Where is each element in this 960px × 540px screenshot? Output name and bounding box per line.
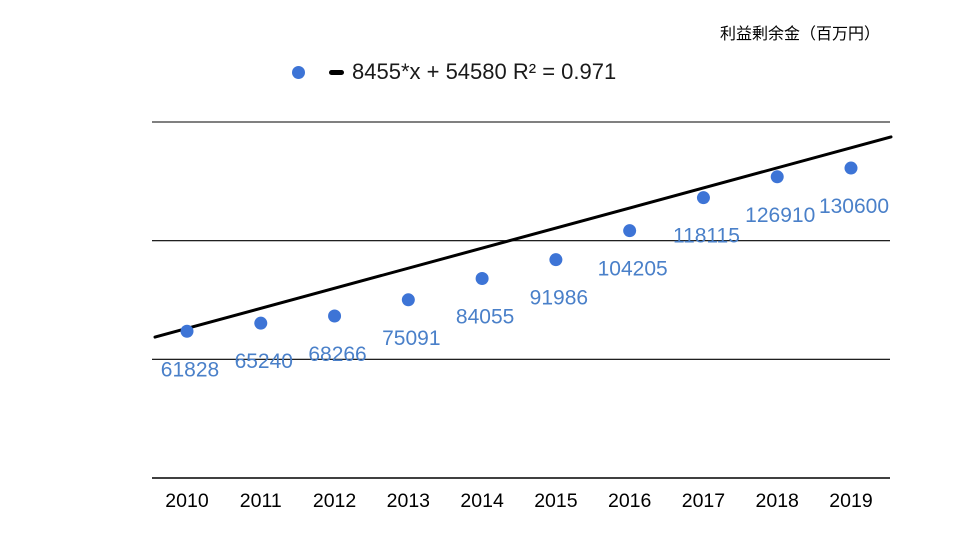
x-axis-label: 2016 — [608, 490, 651, 512]
data-point — [696, 191, 710, 205]
data-point — [770, 170, 784, 184]
data-label: 104205 — [598, 258, 668, 281]
x-axis-label: 2019 — [829, 490, 872, 512]
data-point — [180, 324, 194, 338]
data-point — [254, 316, 268, 330]
data-label: 75091 — [382, 327, 440, 350]
x-axis-label: 2012 — [313, 490, 356, 512]
x-axis-label: 2010 — [165, 490, 209, 512]
data-label: 61828 — [161, 358, 219, 381]
trendline-icon — [329, 69, 344, 75]
data-point — [549, 253, 563, 267]
data-label: 126910 — [745, 204, 815, 227]
data-label: 118115 — [673, 225, 740, 248]
data-point — [844, 161, 858, 175]
trendline — [153, 135, 893, 339]
data-label: 91986 — [530, 287, 588, 310]
x-axis-label: 2015 — [534, 490, 578, 512]
data-label: 65240 — [235, 350, 293, 373]
x-axis-label: 2011 — [240, 490, 282, 512]
data-label: 84055 — [456, 306, 514, 329]
x-axis-label: 2018 — [756, 490, 799, 512]
data-point — [401, 293, 415, 307]
x-axis-label: 2014 — [460, 490, 504, 512]
x-axis-label: 2013 — [387, 490, 430, 512]
trendline-equation-label: 8455*x + 54580 R² = 0.971 — [352, 59, 617, 84]
chart-title: 利益剰余金（百万円） — [719, 26, 880, 43]
data-point — [475, 272, 489, 286]
data-label: 68266 — [308, 343, 366, 366]
x-axis-label: 2017 — [682, 490, 725, 512]
data-label: 130600 — [819, 195, 889, 218]
data-point — [623, 224, 637, 238]
series-point-icon — [292, 65, 305, 79]
data-point — [328, 309, 342, 323]
legend: 8455*x + 54580 R² = 0.971 — [292, 59, 616, 85]
